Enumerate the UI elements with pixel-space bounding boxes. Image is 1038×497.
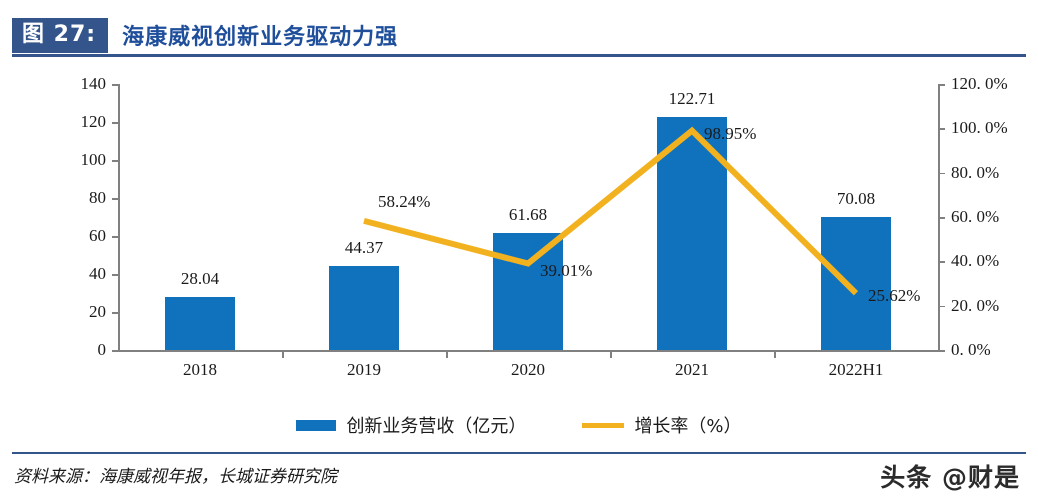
right-tick-mark: [939, 261, 945, 263]
right-tick-mark: [939, 84, 945, 86]
left-tick-mark: [112, 312, 118, 314]
growth-line-path: [363, 126, 859, 296]
x-axis-line: [118, 350, 939, 352]
growth-value-label: 39.01%: [540, 260, 593, 280]
right-tick-mark: [939, 217, 945, 219]
legend-label: 创新业务营收（亿元）: [346, 416, 527, 437]
left-tick-mark: [112, 122, 118, 124]
x-axis-tick-label: 2019: [347, 360, 381, 379]
bar-value-label: 70.08: [836, 188, 876, 208]
page-title: 海康威视创新业务驱动力强: [122, 25, 399, 50]
figure-title-row: 图 27: 海康威视创新业务驱动力强: [12, 17, 399, 53]
left-axis-line: [118, 84, 120, 350]
left-axis-tick-label: 40: [89, 264, 106, 283]
right-axis-tick-label: 100. 0%: [951, 118, 1008, 138]
right-axis-tick-label: 60. 0%: [951, 207, 1000, 226]
bar-2020: [493, 232, 563, 350]
growth-value-label: 25.62%: [868, 286, 921, 306]
legend-bar-swatch-icon: [296, 419, 337, 431]
watermark-label: 头条 @财是: [880, 463, 1020, 492]
right-tick-mark: [939, 172, 945, 175]
right-tick-mark: [939, 128, 945, 130]
chart-legend: 创新业务营收（亿元） 增长率（%）: [0, 412, 1038, 438]
legend-line-swatch-icon: [582, 422, 625, 428]
growth-value-label: 58.24%: [378, 191, 431, 211]
source-note: 资料来源：海康威视年报，长城证券研究院: [14, 467, 337, 487]
legend-item-revenue[interactable]: 创新业务营收（亿元）: [296, 412, 526, 438]
bar-2018: [165, 296, 235, 350]
bar-value-label: 122.71: [668, 88, 716, 108]
bar-2022H1: [821, 216, 891, 350]
growth-line-series: [363, 126, 859, 296]
x-tick-mark: [282, 351, 284, 358]
left-axis-tick-label: 100: [80, 150, 107, 169]
x-axis-tick-label: 2020: [511, 360, 545, 379]
left-axis-tick-label: 20: [89, 302, 106, 321]
legend-item-growth-rate[interactable]: 增长率（%）: [582, 412, 742, 438]
bar-value-label: 44.37: [344, 237, 384, 257]
bar-value-label: 61.68: [508, 204, 548, 224]
right-tick-mark: [939, 305, 945, 308]
figure-number-badge: 图 27:: [12, 17, 109, 53]
left-axis-tick-label: 120: [80, 112, 107, 131]
growth-value-label: 98.95%: [704, 123, 757, 143]
right-axis-tick-label: 120. 0%: [951, 74, 1008, 93]
left-tick-mark: [112, 84, 118, 86]
left-tick-mark: [112, 274, 118, 276]
x-tick-mark: [774, 351, 776, 358]
left-tick-mark: [112, 236, 118, 238]
right-tick-mark: [939, 350, 945, 352]
bar-value-label: 28.04: [180, 268, 220, 288]
left-axis-tick-label: 80: [89, 188, 106, 207]
bar-2019: [329, 265, 399, 350]
x-axis-tick-label: 2021: [675, 360, 709, 379]
left-axis-tick-label: 140: [80, 74, 107, 93]
left-axis-tick-label: 60: [89, 226, 106, 245]
footer-divider: [12, 452, 1026, 454]
right-axis-tick-label: 20. 0%: [951, 295, 1000, 315]
left-tick-mark: [112, 350, 118, 352]
left-tick-mark: [112, 160, 118, 162]
x-tick-mark: [610, 351, 612, 358]
right-axis-line: [938, 84, 940, 350]
right-axis-tick-label: 0. 0%: [951, 340, 991, 359]
right-axis-tick-label: 40. 0%: [951, 251, 1000, 271]
legend-label: 增长率（%）: [634, 416, 742, 437]
left-axis-tick-label: 0: [97, 340, 107, 359]
left-tick-mark: [112, 198, 118, 200]
x-axis-tick-label: 2018: [183, 360, 217, 379]
x-axis-tick-label: 2022H1: [828, 360, 884, 379]
title-divider: [12, 54, 1026, 57]
chart-canvas: 0 20 40 60 80 100 120 140 0. 0% 20. 0% 40. 0% 60. …: [0, 60, 1038, 450]
right-axis-tick-label: 80. 0%: [951, 162, 1000, 182]
x-tick-mark: [446, 351, 448, 358]
